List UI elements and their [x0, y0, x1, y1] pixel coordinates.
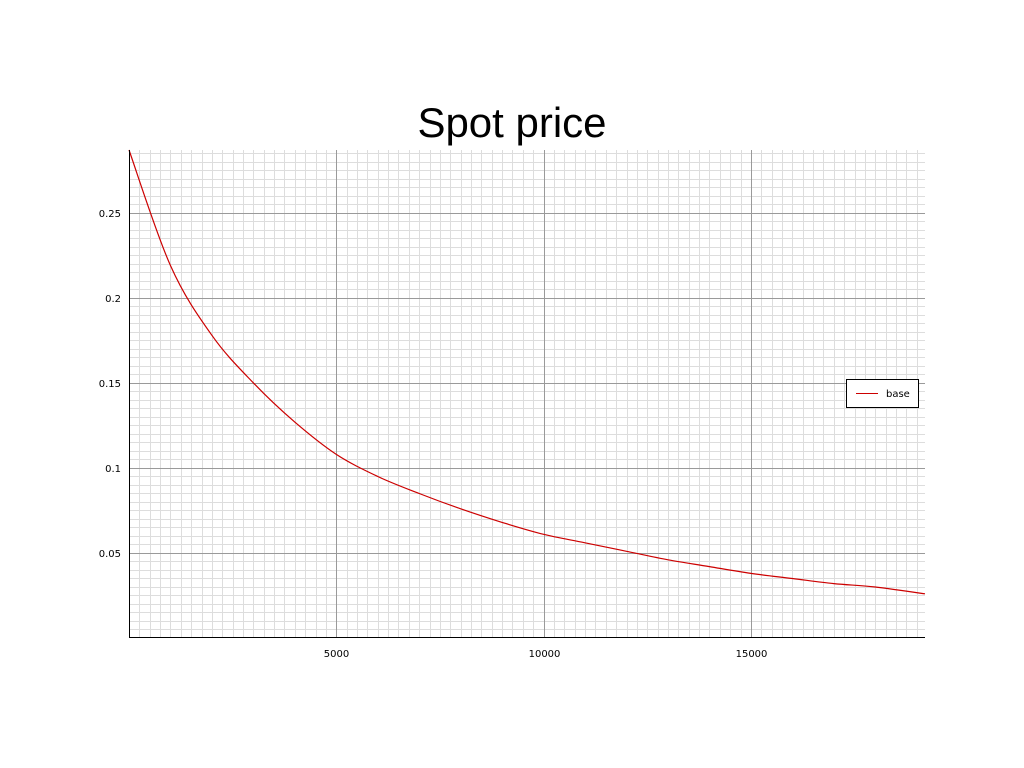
x-tick-label: 15000 — [736, 649, 768, 660]
legend-label-base: base — [886, 389, 910, 400]
major-grid — [129, 150, 925, 638]
chart-title: Spot price — [417, 99, 607, 146]
minor-grid — [129, 150, 925, 638]
y-tick-label: 0.15 — [99, 379, 121, 390]
y-tick-label: 0.1 — [105, 464, 121, 475]
x-tick-label: 5000 — [324, 649, 349, 660]
axes — [129, 150, 925, 638]
y-tick-label: 0.2 — [105, 294, 121, 305]
legend: base — [846, 379, 919, 408]
y-tick-label: 0.25 — [99, 209, 121, 220]
x-tick-label: 10000 — [529, 649, 561, 660]
y-tick-label: 0.05 — [99, 549, 121, 560]
series-layer — [128, 149, 926, 595]
series-line-base — [128, 149, 926, 595]
tick-labels: 5000 10000 15000 0.05 0.1 0.15 0.2 0.25 — [99, 209, 768, 660]
